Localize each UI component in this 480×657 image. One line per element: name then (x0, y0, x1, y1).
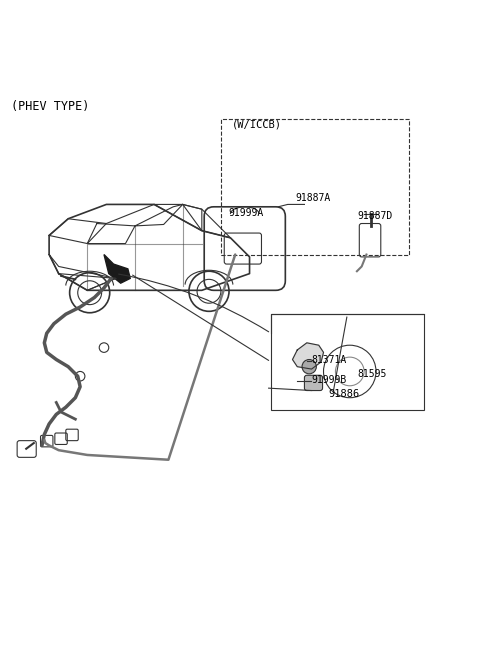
Bar (271, 314, 424, 409)
Text: 91999A: 91999A (228, 208, 264, 219)
Bar (221, 118, 409, 254)
Text: 91887A: 91887A (295, 193, 330, 203)
FancyBboxPatch shape (304, 375, 323, 390)
Circle shape (302, 359, 316, 374)
Text: (PHEV TYPE): (PHEV TYPE) (11, 100, 89, 113)
Text: (W/ICCB): (W/ICCB) (232, 120, 282, 129)
Text: 91999B: 91999B (312, 375, 347, 385)
Text: 81595: 81595 (358, 369, 387, 379)
Polygon shape (104, 254, 130, 283)
Text: 91886: 91886 (328, 389, 360, 399)
Text: 81371A: 81371A (312, 355, 347, 365)
Text: 91887D: 91887D (357, 212, 392, 221)
Polygon shape (292, 343, 324, 369)
